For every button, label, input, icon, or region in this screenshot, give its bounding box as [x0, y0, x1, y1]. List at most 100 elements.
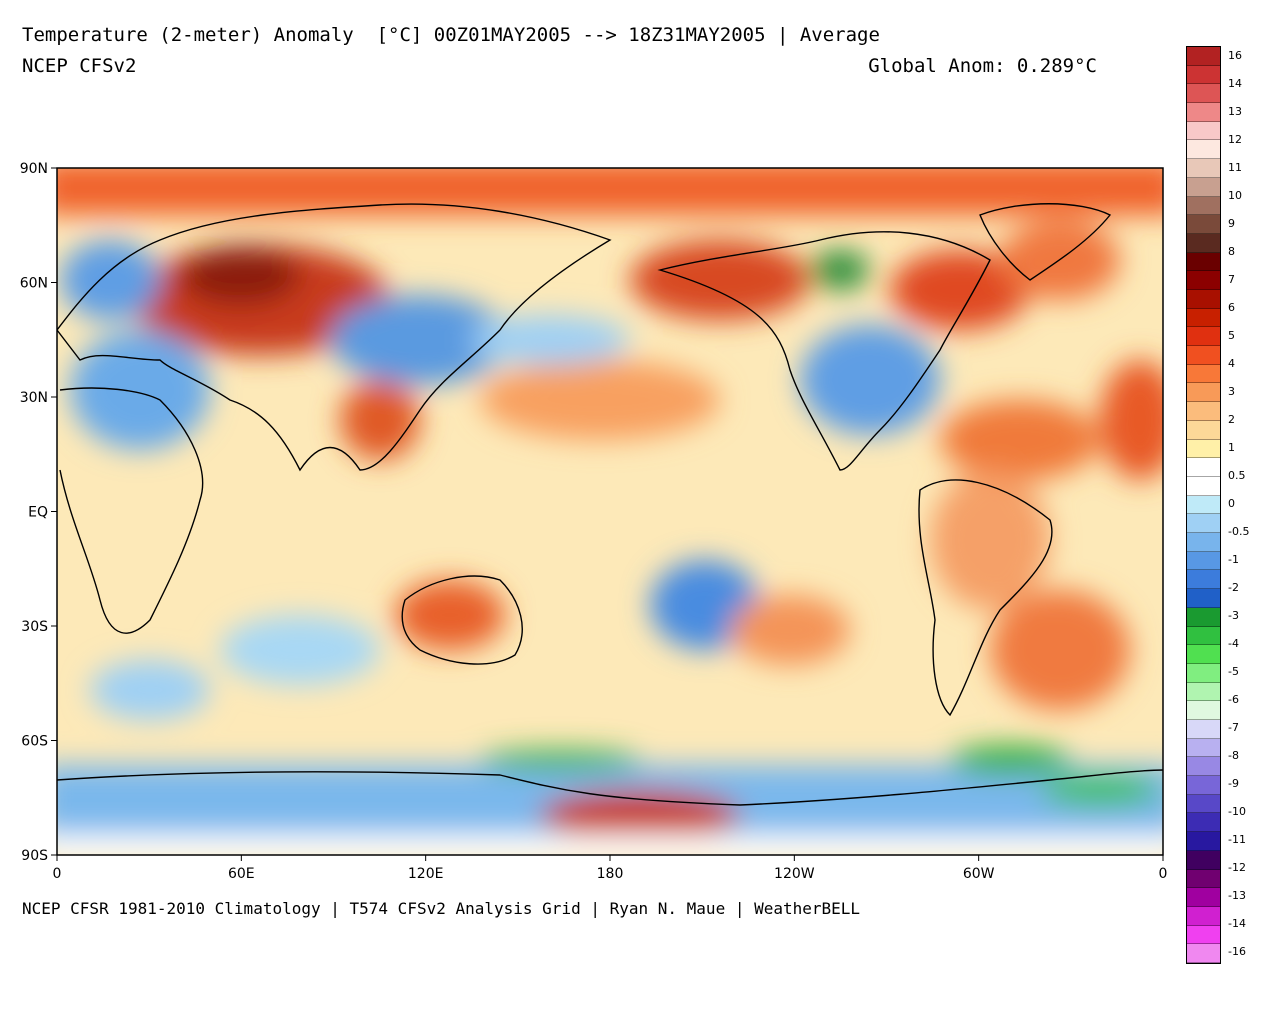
color-scale-segment [1187, 888, 1220, 907]
color-scale-segment [1187, 663, 1220, 683]
color-scale-segment [1187, 121, 1220, 141]
color-scale-label: -10 [1228, 805, 1246, 818]
lat-tick-label: 60S [21, 734, 48, 750]
color-scale-segment [1187, 159, 1220, 178]
color-scale-label: 8 [1228, 245, 1235, 258]
color-scale-segment [1187, 719, 1220, 739]
model-subtitle: NCEP CFSv2 [22, 55, 137, 77]
color-scale-segment [1187, 794, 1220, 814]
color-scale-label: 0 [1228, 497, 1235, 510]
color-scale-segment [1187, 626, 1220, 646]
color-scale-segment [1187, 495, 1220, 515]
color-scale-segment [1187, 271, 1220, 290]
color-scale-segment [1187, 346, 1220, 365]
global-anomaly-readout: Global Anom: 0.289°C [868, 55, 1097, 77]
color-scale-segment [1187, 850, 1220, 870]
lon-tick-label: 120W [774, 866, 815, 882]
lon-tick-label: 180 [597, 866, 624, 882]
color-scale-segment [1187, 682, 1220, 702]
footer-credit: NCEP CFSR 1981-2010 Climatology | T574 C… [22, 899, 861, 918]
color-scale-segment [1187, 832, 1220, 851]
color-scale-segment [1187, 196, 1220, 216]
color-scale-segment [1187, 533, 1220, 552]
color-scale-bar [1186, 46, 1221, 964]
color-scale-label: -13 [1228, 889, 1246, 902]
color-scale-label: 10 [1228, 189, 1242, 202]
color-scale-label: -9 [1228, 777, 1239, 790]
lat-tick-label: 90S [21, 848, 48, 864]
color-scale-segment [1187, 551, 1220, 571]
color-scale-label: -6 [1228, 693, 1239, 706]
color-scale-segment [1187, 607, 1220, 627]
color-scale-segment [1187, 925, 1220, 945]
lon-tick-label: 60E [228, 866, 255, 882]
lon-tick-label: 0 [1159, 866, 1168, 882]
color-scale-segment [1187, 458, 1220, 477]
color-scale-segment [1187, 420, 1220, 440]
longitude-axis: 0 60E 120E 180 120W 60W 0 [53, 855, 1168, 882]
color-scale-label: -0.5 [1228, 525, 1250, 538]
lat-tick-label: EQ [28, 505, 48, 521]
color-scale-label: -4 [1228, 637, 1239, 650]
color-scale-segment [1187, 215, 1220, 234]
color-scale-segment [1187, 177, 1220, 197]
color-scale-segment [1187, 402, 1220, 421]
color-scale-segment [1187, 738, 1220, 758]
color-scale-segment [1187, 290, 1220, 309]
color-scale-segment [1187, 65, 1220, 85]
color-scale-segment [1187, 327, 1220, 347]
color-scale-segment [1187, 233, 1220, 253]
color-scale-label: -3 [1228, 609, 1239, 622]
color-scale-label: 12 [1228, 133, 1242, 146]
map-title: Temperature (2-meter) Anomaly [°C] 00Z01… [22, 24, 880, 46]
color-scale-segment [1187, 570, 1220, 590]
color-scale-label: 4 [1228, 357, 1235, 370]
color-scale-segment [1187, 645, 1220, 664]
color-scale-label: 11 [1228, 161, 1242, 174]
lon-tick-label: 60W [963, 866, 995, 882]
anomaly-field [57, 168, 1163, 855]
lat-tick-label: 60N [20, 276, 48, 292]
color-scale-segment [1187, 308, 1220, 328]
lat-tick-label: 30S [21, 619, 48, 635]
color-scale-segment [1187, 364, 1220, 384]
color-scale-segment [1187, 47, 1220, 66]
lat-tick-label: 90N [20, 161, 48, 177]
color-scale-segment [1187, 84, 1220, 104]
color-scale-label: -16 [1228, 945, 1246, 958]
color-scale-label: 16 [1228, 49, 1242, 62]
lat-tick-label: 30N [20, 390, 48, 406]
color-scale-label: 9 [1228, 217, 1235, 230]
color-scale-segment [1187, 906, 1220, 926]
color-scale-label: 6 [1228, 301, 1235, 314]
lon-tick-label: 120E [408, 866, 444, 882]
color-scale-label: -2 [1228, 581, 1239, 594]
color-scale-segment [1187, 589, 1220, 608]
lon-tick-label: 0 [53, 866, 62, 882]
color-scale-segment [1187, 252, 1220, 272]
color-scale-segment [1187, 140, 1220, 160]
color-scale-label: -11 [1228, 833, 1246, 846]
color-scale-label: 14 [1228, 77, 1242, 90]
color-scale-label: -5 [1228, 665, 1239, 678]
color-scale-segment [1187, 944, 1220, 963]
color-scale-segment [1187, 383, 1220, 403]
color-scale-segment [1187, 776, 1220, 795]
color-scale-label: 5 [1228, 329, 1235, 342]
color-scale-label: -7 [1228, 721, 1239, 734]
color-scale-label: -14 [1228, 917, 1246, 930]
color-scale-label: -8 [1228, 749, 1239, 762]
color-scale-label: 0.5 [1228, 469, 1246, 482]
latitude-axis: 90N 60N 30N EQ 30S 60S 90S [20, 161, 57, 864]
color-scale-label: 7 [1228, 273, 1235, 286]
color-scale-segment [1187, 103, 1220, 122]
color-scale-label: 2 [1228, 413, 1235, 426]
color-scale-label: -12 [1228, 861, 1246, 874]
color-scale-label: 1 [1228, 441, 1235, 454]
color-scale-label: 3 [1228, 385, 1235, 398]
color-scale-segment [1187, 757, 1220, 777]
color-scale-segment [1187, 869, 1220, 889]
color-scale-segment [1187, 476, 1220, 496]
color-scale-segment [1187, 514, 1220, 534]
